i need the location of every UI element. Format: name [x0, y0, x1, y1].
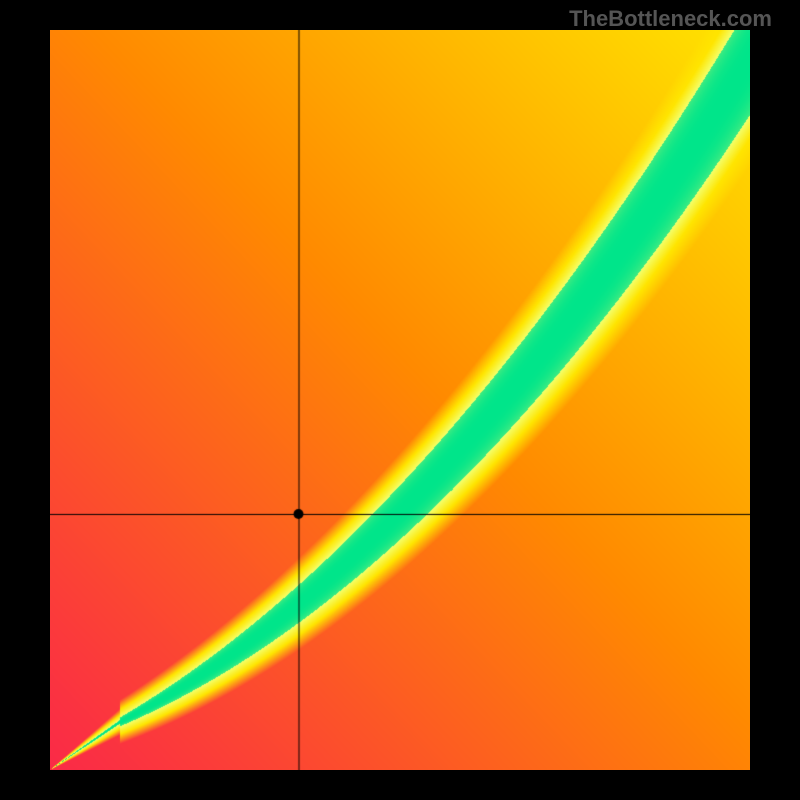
watermark-text: TheBottleneck.com: [569, 6, 772, 32]
heatmap-canvas: [50, 30, 750, 770]
heatmap-plot: [50, 30, 750, 770]
